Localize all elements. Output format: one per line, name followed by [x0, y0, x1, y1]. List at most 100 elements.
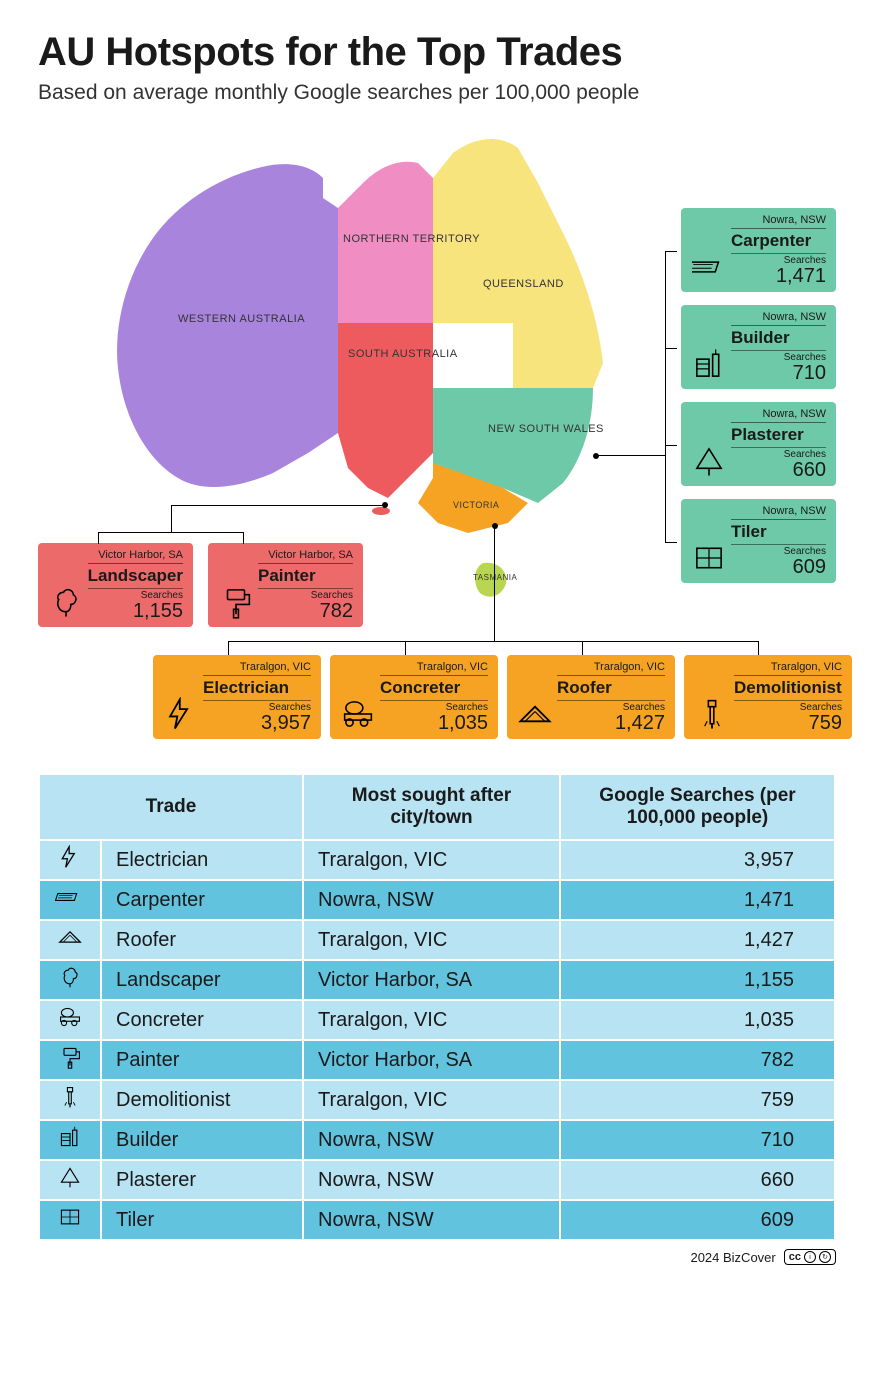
row-value: 609	[561, 1201, 834, 1239]
row-trade: Builder	[102, 1121, 302, 1159]
card-trade: Electrician	[203, 678, 311, 701]
label-nsw: NEW SOUTH WALES	[488, 423, 604, 437]
trades-table: Trade Most sought after city/town Google…	[38, 773, 836, 1241]
th-searches: Google Searches (per 100,000 people)	[561, 775, 834, 839]
card-value: 1,471	[731, 266, 826, 286]
row-city: Traralgon, VIC	[304, 841, 559, 879]
row-city: Traralgon, VIC	[304, 1001, 559, 1039]
roofer-icon	[517, 695, 553, 731]
card-trade: Plasterer	[731, 425, 826, 448]
builder-icon	[692, 347, 726, 381]
row-trade: Plasterer	[102, 1161, 302, 1199]
row-city: Victor Harbor, SA	[304, 1041, 559, 1079]
map-dot-nsw	[593, 453, 599, 459]
label-tas: TASMANIA	[473, 573, 517, 583]
row-value: 3,957	[561, 841, 834, 879]
card-trade: Painter	[258, 566, 353, 589]
card-value: 1,155	[88, 601, 183, 621]
footer-credit: 2024 BizCover	[690, 1250, 775, 1265]
label-qld: QUEENSLAND	[483, 278, 564, 292]
table-row: PlastererNowra, NSW660	[40, 1161, 834, 1199]
card-tiler: Nowra, NSWTilerSearches609	[681, 499, 836, 583]
card-location: Nowra, NSW	[731, 505, 826, 520]
card-trade: Carpenter	[731, 231, 826, 254]
painter-icon	[55, 1045, 85, 1069]
row-icon	[40, 1001, 100, 1039]
card-electrician: Traralgon, VICElectricianSearches3,957	[153, 655, 321, 739]
page-title: AU Hotspots for the Top Trades	[38, 30, 836, 75]
row-city: Victor Harbor, SA	[304, 961, 559, 999]
table-row: CarpenterNowra, NSW1,471	[40, 881, 834, 919]
plasterer-icon	[692, 444, 726, 478]
state-qld	[433, 139, 603, 388]
card-builder: Nowra, NSWBuilderSearches710	[681, 305, 836, 389]
card-location: Traralgon, VIC	[380, 661, 488, 676]
row-city: Traralgon, VIC	[304, 1081, 559, 1119]
row-icon	[40, 961, 100, 999]
demolitionist-icon	[694, 695, 730, 731]
card-concreter: Traralgon, VICConcreterSearches1,035	[330, 655, 498, 739]
label-vic: VICTORIA	[453, 500, 499, 511]
roofer-icon	[55, 925, 85, 949]
card-value: 710	[731, 363, 826, 383]
row-trade: Demolitionist	[102, 1081, 302, 1119]
row-value: 1,155	[561, 961, 834, 999]
landscaper-icon	[55, 965, 85, 989]
label-nt: NORTHERN TERRITORY	[343, 233, 480, 247]
islet-sa	[372, 507, 390, 515]
carpenter-icon	[55, 885, 85, 909]
card-trade: Tiler	[731, 522, 826, 545]
card-location: Traralgon, VIC	[203, 661, 311, 676]
row-icon	[40, 881, 100, 919]
row-trade: Concreter	[102, 1001, 302, 1039]
table-row: BuilderNowra, NSW710	[40, 1121, 834, 1159]
card-value: 1,427	[557, 713, 665, 733]
card-location: Nowra, NSW	[731, 214, 826, 229]
card-value: 3,957	[203, 713, 311, 733]
row-trade: Tiler	[102, 1201, 302, 1239]
tiler-icon	[692, 541, 726, 575]
concreter-icon	[340, 695, 376, 731]
row-value: 759	[561, 1081, 834, 1119]
row-city: Nowra, NSW	[304, 1161, 559, 1199]
card-trade: Builder	[731, 328, 826, 351]
row-icon	[40, 1081, 100, 1119]
table-row: ConcreterTraralgon, VIC1,035	[40, 1001, 834, 1039]
card-trade: Roofer	[557, 678, 665, 701]
card-plasterer: Nowra, NSWPlastererSearches660	[681, 402, 836, 486]
row-icon	[40, 1161, 100, 1199]
tiler-icon	[691, 539, 727, 575]
row-city: Nowra, NSW	[304, 1201, 559, 1239]
card-painter: Victor Harbor, SAPainterSearches782	[208, 543, 363, 627]
card-location: Victor Harbor, SA	[258, 549, 353, 564]
builder-icon	[55, 1125, 85, 1149]
row-value: 660	[561, 1161, 834, 1199]
label-sa: SOUTH AUSTRALIA	[348, 348, 458, 362]
concreter-icon	[341, 697, 375, 731]
table-row: RooferTraralgon, VIC1,427	[40, 921, 834, 959]
card-carpenter: Nowra, NSWCarpenterSearches1,471	[681, 208, 836, 292]
carpenter-icon	[691, 248, 727, 284]
th-trade: Trade	[40, 775, 302, 839]
painter-icon	[219, 585, 253, 619]
map-dot-vic	[492, 523, 498, 529]
builder-icon	[691, 345, 727, 381]
demolitionist-icon	[695, 697, 729, 731]
footer: 2024 BizCover cc i ↻	[38, 1249, 836, 1265]
tiler-icon	[55, 1205, 85, 1229]
card-location: Traralgon, VIC	[734, 661, 842, 676]
table-row: ElectricianTraralgon, VIC3,957	[40, 841, 834, 879]
card-value: 759	[734, 713, 842, 733]
th-city: Most sought after city/town	[304, 775, 559, 839]
row-icon	[40, 1121, 100, 1159]
row-trade: Electrician	[102, 841, 302, 879]
landscaper-icon	[48, 583, 84, 619]
landscaper-icon	[49, 585, 83, 619]
card-trade: Demolitionist	[734, 678, 842, 701]
table-row: PainterVictor Harbor, SA782	[40, 1041, 834, 1079]
card-location: Traralgon, VIC	[557, 661, 665, 676]
row-value: 782	[561, 1041, 834, 1079]
painter-icon	[218, 583, 254, 619]
row-city: Nowra, NSW	[304, 1121, 559, 1159]
card-trade: Landscaper	[88, 566, 183, 589]
